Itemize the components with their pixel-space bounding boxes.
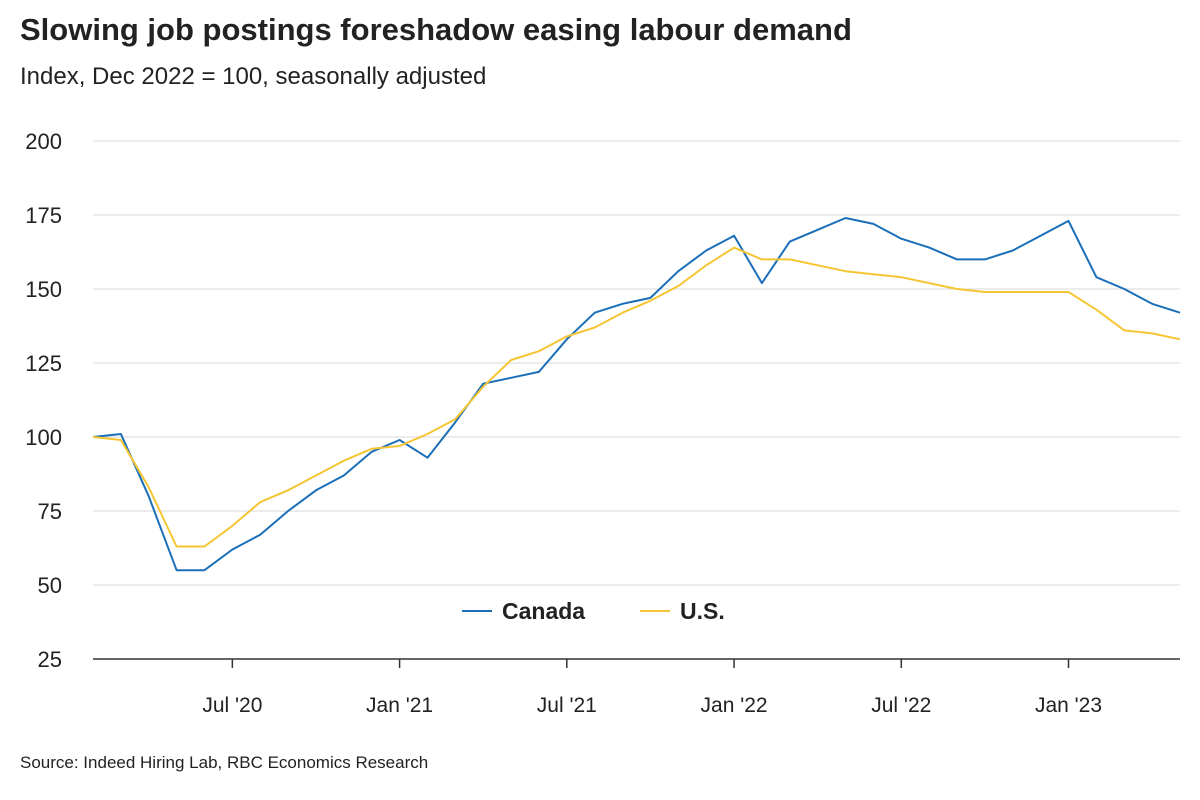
y-tick-label: 75: [38, 499, 62, 524]
y-tick-label: 125: [25, 351, 62, 376]
x-tick-label: Jan '22: [701, 694, 768, 717]
y-tick-label: 150: [25, 277, 62, 302]
x-tick-label: Jan '23: [1035, 694, 1102, 717]
y-tick-label: 25: [38, 647, 62, 672]
line-series: [92, 246, 1181, 548]
x-tick-label: Jul '21: [537, 694, 597, 717]
x-tick-label: Jul '22: [871, 694, 931, 717]
x-tick-label: Jan '21: [366, 694, 433, 717]
y-tick-label: 50: [38, 573, 62, 598]
legend-label: U.S.: [680, 598, 725, 624]
y-tick-label: 100: [25, 425, 62, 450]
legend-label: Canada: [502, 598, 585, 624]
source: Source: Indeed Hiring Lab, RBC Economics…: [20, 753, 428, 772]
y-tick-label: 200: [25, 129, 62, 154]
y-tick-label: 175: [25, 203, 62, 228]
chart-title: Slowing job postings foreshadow easing l…: [20, 12, 852, 47]
line-series: [92, 217, 1181, 572]
x-tick-label: Jul '20: [202, 694, 262, 717]
chart-subtitle: Index, Dec 2022 = 100, seasonally adjust…: [20, 63, 486, 90]
